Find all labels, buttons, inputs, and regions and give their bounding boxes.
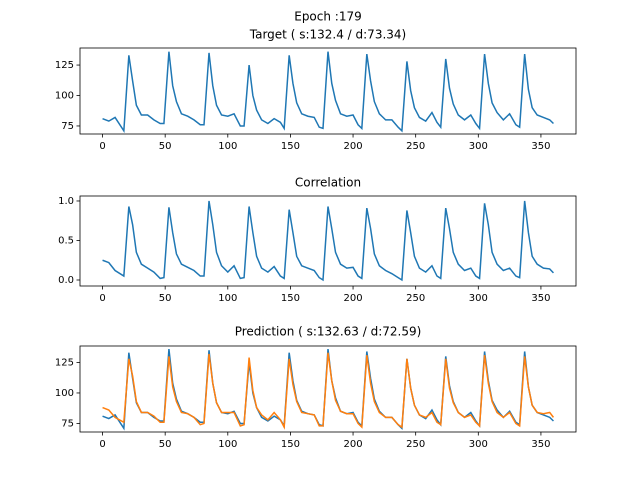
x-tick-label: 350 [531, 293, 550, 304]
x-tick-label: 100 [218, 141, 237, 152]
x-tick-label: 250 [406, 439, 425, 450]
y-tick-label: 100 [55, 91, 74, 102]
subplot-title: Correlation [295, 176, 361, 190]
x-tick-label: 350 [531, 141, 550, 152]
plot-frame [79, 195, 577, 287]
x-tick-label: 0 [99, 439, 105, 450]
x-tick-label: 250 [406, 293, 425, 304]
x-tick-label: 50 [159, 141, 172, 152]
y-tick-label: 1.0 [58, 196, 74, 207]
line-series [102, 200, 554, 282]
plot-frame [79, 47, 577, 135]
figure-title: Epoch :179 [294, 10, 362, 24]
y-tick-label: 75 [61, 418, 74, 429]
x-tick-label: 150 [281, 141, 300, 152]
x-tick-label: 50 [159, 439, 172, 450]
y-tick-label: 125 [55, 357, 74, 368]
x-tick-label: 50 [159, 293, 172, 304]
x-tick-label: 0 [99, 141, 105, 152]
x-tick-label: 350 [531, 439, 550, 450]
x-tick-label: 0 [99, 293, 105, 304]
y-tick-label: 100 [55, 388, 74, 399]
plot-frame [79, 345, 577, 433]
x-tick-label: 200 [344, 439, 363, 450]
x-tick-label: 200 [344, 141, 363, 152]
x-tick-label: 250 [406, 141, 425, 152]
x-tick-label: 150 [281, 293, 300, 304]
x-tick-label: 300 [469, 439, 488, 450]
x-tick-label: 200 [344, 293, 363, 304]
line-series [102, 352, 555, 430]
x-tick-label: 100 [218, 439, 237, 450]
x-tick-label: 150 [281, 439, 300, 450]
x-tick-label: 100 [218, 293, 237, 304]
y-tick-label: 125 [55, 60, 74, 71]
line-series [102, 51, 554, 134]
x-tick-label: 300 [469, 141, 488, 152]
x-tick-label: 300 [469, 293, 488, 304]
subplot-title: Target ( s:132.4 / d:73.34) [249, 28, 406, 42]
y-tick-label: 75 [61, 121, 74, 132]
y-tick-label: 0.5 [58, 235, 74, 246]
subplot-title: Prediction ( s:132.63 / d:72.59) [235, 325, 422, 339]
y-tick-label: 0.0 [58, 275, 74, 286]
